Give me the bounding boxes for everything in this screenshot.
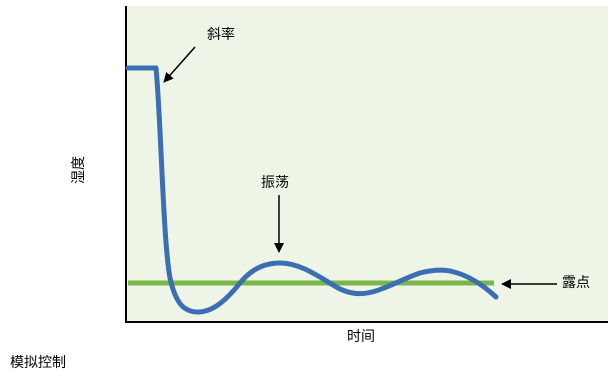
plot-area [126,6,608,322]
humidity-response-curve [125,65,499,315]
slope-label: 斜率 [207,27,235,43]
x-axis-label: 时间 [347,329,375,345]
oscillation-label: 振荡 [261,175,289,191]
dew-point-label: 露点 [562,275,590,291]
slope-arrow [163,46,196,83]
y-axis-label: 湿度 [71,156,87,184]
diagram-caption: 模拟控制 [10,355,66,371]
